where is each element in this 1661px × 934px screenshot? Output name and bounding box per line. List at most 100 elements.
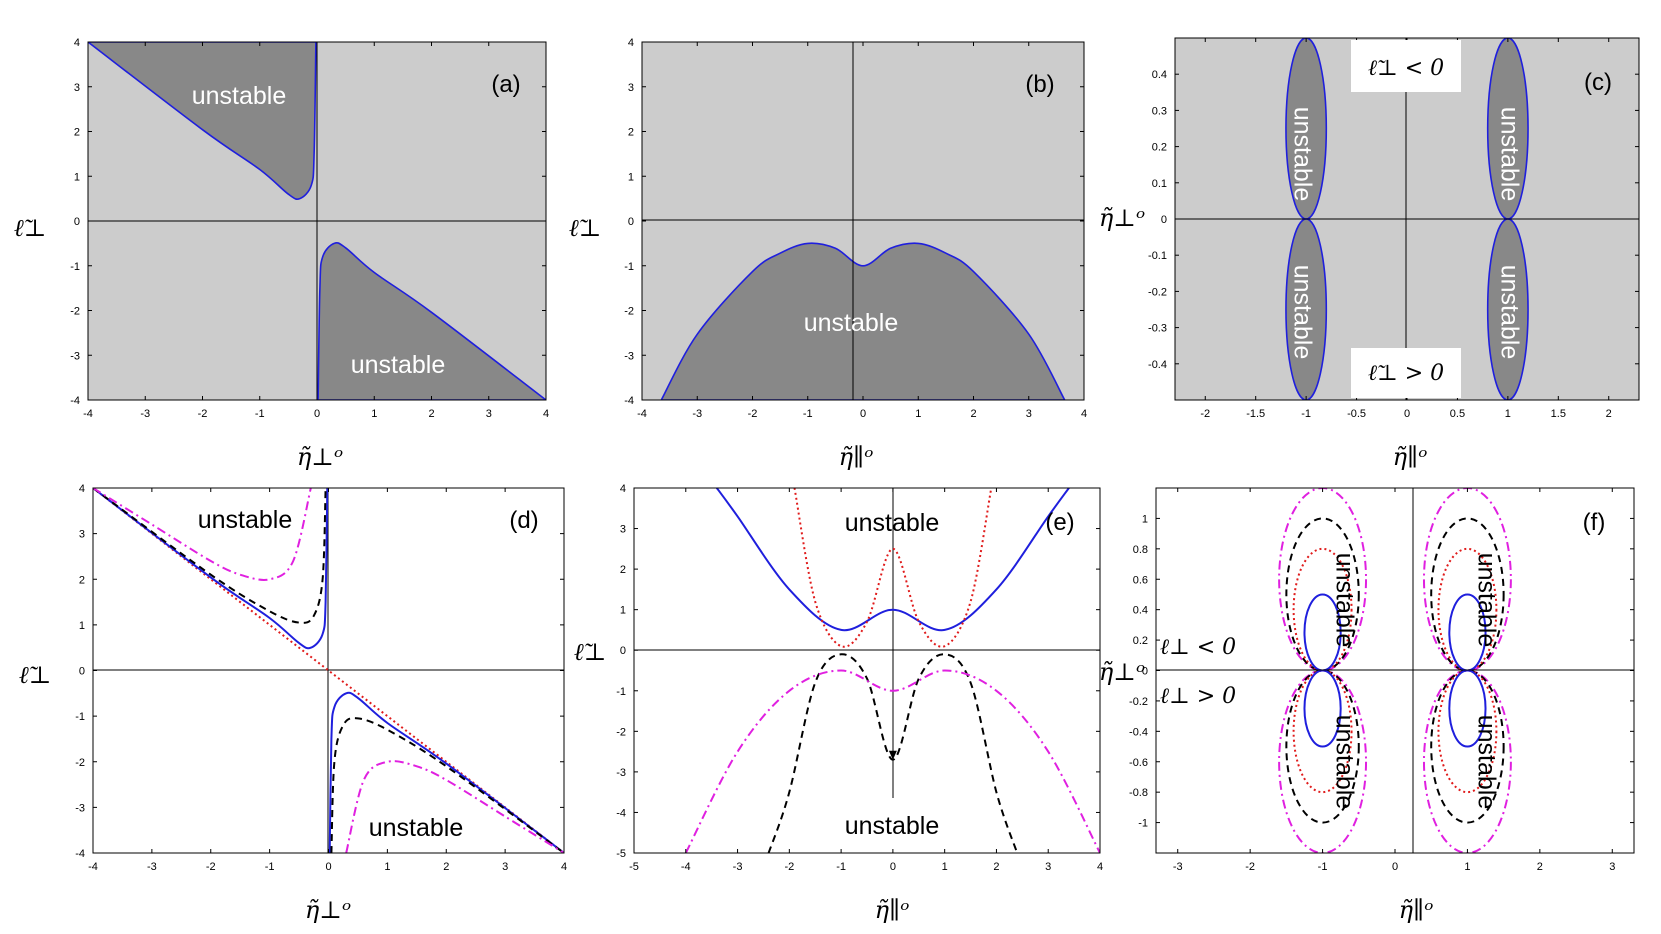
- y-tick-label: 0: [1161, 214, 1167, 226]
- y-tick-label: 1: [1142, 513, 1148, 525]
- panel-d-ylabel: ℓ̃⊥: [19, 661, 52, 689]
- panel-f-region-label-lr: unstable: [1472, 715, 1500, 810]
- panel-d-xlabel: η̃⊥ᵒ: [305, 896, 351, 924]
- y-tick-label: -0.3: [1148, 323, 1167, 335]
- x-tick-label: -2: [198, 408, 208, 420]
- x-tick-label: 2: [428, 408, 434, 420]
- y-tick-label: -5: [616, 848, 626, 860]
- panel-b-ticks: -4 -3 -2 -1 0 1 2 3 4 -4 -3 -2 -1 0 1 2 3 4: [624, 37, 1087, 420]
- panel-c-annotation-upper-box: [1351, 40, 1461, 92]
- series-magenta-dashdot: [345, 760, 564, 853]
- y-tick-label: -3: [624, 350, 634, 362]
- x-tick-label: -3: [692, 408, 702, 420]
- series-black-dashed: [767, 653, 1019, 853]
- y-tick-label: 2: [79, 574, 85, 586]
- x-tick-label: -1: [803, 408, 813, 420]
- panel-d-label: (d): [509, 507, 538, 534]
- y-tick-label: -0.4: [1129, 726, 1148, 738]
- panel-c-ticks: -2 -1.5 -1 -0.5 0 0.5 1 1.5 2 -0.4 -0.3 -0.2 -0.1 0 0.…: [1148, 38, 1639, 420]
- x-tick-label: -4: [88, 861, 98, 873]
- panel-f-annotation-upper: ℓ⊥ < 0: [1160, 635, 1236, 660]
- y-tick-label: -0.8: [1129, 787, 1148, 799]
- x-tick-label: -2: [206, 861, 216, 873]
- y-tick-label: 0.8: [1133, 544, 1148, 556]
- y-tick-label: 0: [74, 216, 80, 228]
- y-tick-label: 3: [74, 82, 80, 94]
- panel-f-annotation-lower: ℓ⊥ > 0: [1160, 684, 1236, 709]
- y-tick-label: -0.4: [1148, 359, 1167, 371]
- y-tick-label: -1: [624, 261, 634, 273]
- y-tick-label: 0.3: [1152, 105, 1167, 117]
- panel-c-ylabel: η̃⊥ᵒ: [1099, 204, 1145, 232]
- y-tick-label: -3: [70, 350, 80, 362]
- x-tick-label: -1: [265, 861, 275, 873]
- x-tick-label: -1: [836, 861, 846, 873]
- panel-c-annotation-lower: ℓ̃⊥ > 0: [1368, 361, 1444, 386]
- panel-a-ticks: -4 -3 -2 -1 0 1 2 3 4 -4 -3 -2 -1 0 1 2 3 4: [70, 37, 549, 420]
- series-magenta-dashdot: [93, 488, 312, 581]
- series-black-dashed: [93, 488, 327, 624]
- x-tick-label: 0.5: [1450, 408, 1465, 420]
- y-tick-label: 0: [628, 216, 634, 228]
- x-tick-label: 2: [1606, 408, 1612, 420]
- x-tick-label: -3: [733, 861, 743, 873]
- x-tick-label: -2: [748, 408, 758, 420]
- panel-b-label: (b): [1025, 71, 1054, 98]
- y-tick-label: -0.6: [1129, 757, 1148, 769]
- x-tick-label: -0.5: [1347, 408, 1366, 420]
- panel-c-region-label-ll: unstable: [1288, 265, 1316, 360]
- x-tick-label: 3: [1609, 861, 1615, 873]
- x-tick-label: 4: [1097, 861, 1103, 873]
- y-tick-label: -2: [616, 726, 626, 738]
- x-tick-label: 0: [860, 408, 866, 420]
- panel-e-ylabel: ℓ̃⊥: [574, 638, 607, 666]
- y-tick-label: 4: [79, 483, 85, 495]
- panel-a-unstable-region-upper: [88, 42, 317, 201]
- panel-b-region-label: unstable: [804, 309, 899, 337]
- x-tick-label: 0: [314, 408, 320, 420]
- x-tick-label: 2: [970, 408, 976, 420]
- panel-b-unstable-region: [660, 242, 1066, 400]
- y-tick-label: 3: [79, 529, 85, 541]
- panel-c-xlabel: η̃∥ᵒ: [1393, 443, 1428, 471]
- circle-red-dotted: [1292, 669, 1353, 794]
- panel-a-region-label-lower: unstable: [351, 351, 446, 379]
- panel-f-ticks: -3 -2 -1 0 1 2 3 -1 -0.8 -0.6 -0.4 -0.2 0 0.2 0.4 0.6 0.…: [1129, 488, 1634, 873]
- x-tick-label: 3: [502, 861, 508, 873]
- x-tick-label: 2: [1537, 861, 1543, 873]
- x-tick-label: 0: [1392, 861, 1398, 873]
- x-tick-label: -1: [1318, 861, 1328, 873]
- x-tick-label: -1.5: [1246, 408, 1265, 420]
- y-tick-label: 4: [620, 483, 626, 495]
- x-tick-label: 1: [1505, 408, 1511, 420]
- panel-a-unstable-region-lower: [317, 241, 546, 400]
- y-tick-label: -3: [616, 767, 626, 779]
- y-tick-label: 2: [628, 127, 634, 139]
- panel-d-region-label-upper: unstable: [198, 506, 293, 534]
- y-tick-label: 2: [620, 564, 626, 576]
- y-tick-label: 0: [1142, 666, 1148, 678]
- x-tick-label: 4: [561, 861, 567, 873]
- y-tick-label: -3: [75, 802, 85, 814]
- x-tick-label: 0: [325, 861, 331, 873]
- series-blue-solid: [328, 691, 564, 853]
- y-tick-label: -0.2: [1129, 696, 1148, 708]
- x-tick-label: 1: [915, 408, 921, 420]
- x-tick-label: 3: [1026, 408, 1032, 420]
- circle-black-dashed: [1430, 669, 1505, 824]
- x-tick-label: -4: [637, 408, 647, 420]
- panel-c-label: (c): [1584, 69, 1612, 96]
- y-tick-label: -2: [70, 306, 80, 318]
- panel-c-region-label-lr: unstable: [1495, 265, 1523, 360]
- panel-a-label: (a): [491, 71, 520, 98]
- panel-d: -4 -3 -2 -1 0 1 2 3 4 -4 -3 -2 -1 0 1 2 3 4 unstable unst…: [19, 483, 567, 924]
- y-tick-label: -2: [624, 306, 634, 318]
- panel-a-ylabel: ℓ̃⊥: [14, 214, 47, 242]
- y-tick-label: 3: [628, 82, 634, 94]
- x-tick-label: -3: [140, 408, 150, 420]
- x-tick-label: 1: [384, 861, 390, 873]
- y-tick-label: -4: [624, 395, 634, 407]
- y-tick-label: 0: [79, 666, 85, 678]
- panel-f-region-label-ll: unstable: [1330, 715, 1358, 810]
- panel-f-region-label-ur: unstable: [1472, 553, 1500, 648]
